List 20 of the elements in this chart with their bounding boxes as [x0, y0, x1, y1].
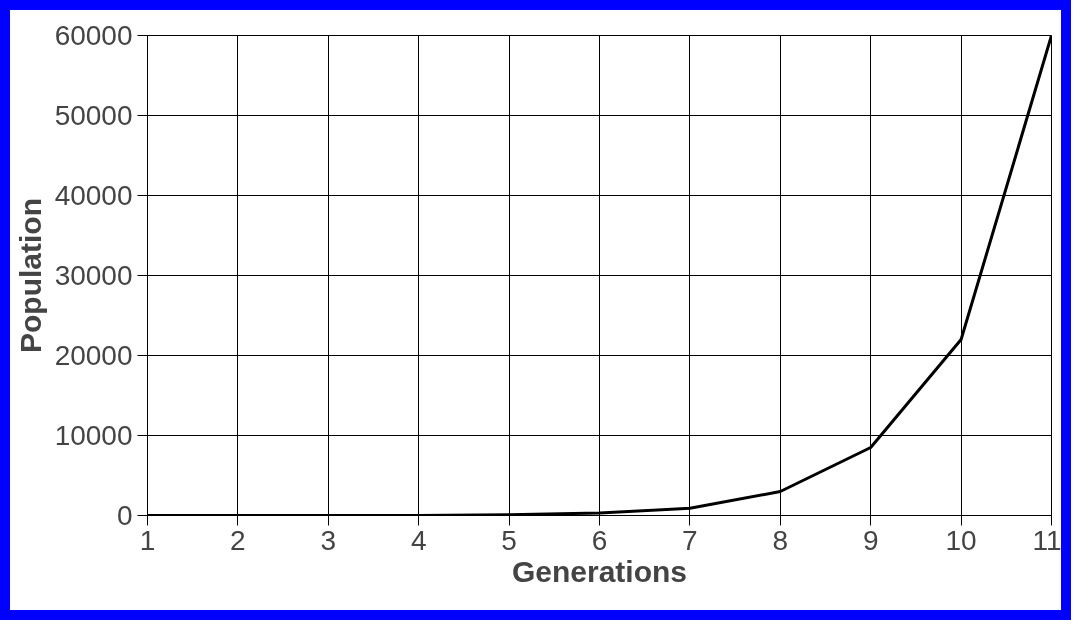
y-tick-label: 60000: [54, 20, 133, 51]
y-tick-label: 40000: [54, 180, 133, 211]
x-tick-label: 9: [862, 524, 879, 556]
x-tick-label: 4: [410, 524, 427, 556]
x-tick-label: 7: [682, 524, 698, 556]
x-tick-label: 3: [320, 524, 337, 556]
y-axis-title: Population: [13, 198, 47, 353]
y-tick-label: 20000: [54, 340, 133, 371]
y-tick-label: 50000: [54, 100, 133, 131]
x-tick-label: 8: [772, 524, 789, 556]
x-tick-label: 6: [591, 524, 608, 556]
x-axis-title: Generations: [511, 554, 688, 588]
x-tick-label: 11: [1032, 524, 1062, 556]
x-tick-label: 10: [945, 524, 977, 556]
x-tick-label: 2: [230, 524, 246, 556]
y-tick-label: 30000: [54, 260, 133, 291]
x-tick-label: 5: [501, 524, 517, 556]
y-tick-label: 0: [116, 500, 133, 531]
y-tick-label: 10000: [54, 420, 133, 451]
x-tick-label: 1: [139, 524, 156, 556]
